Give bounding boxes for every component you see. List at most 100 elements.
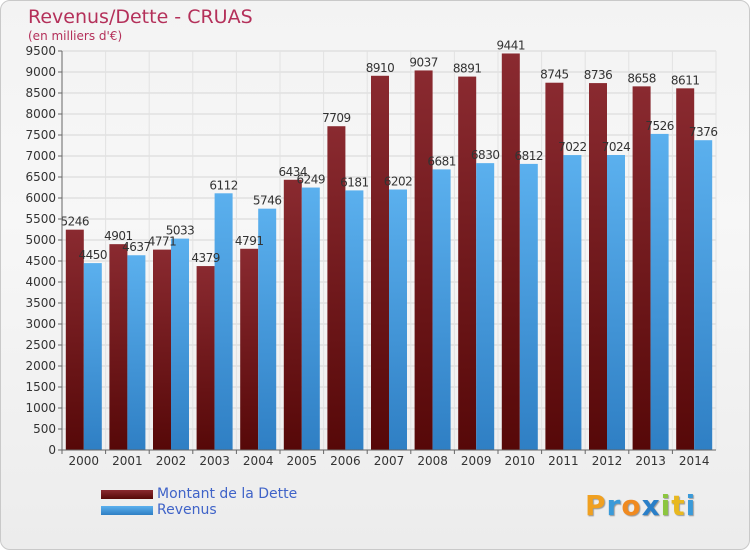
y-tick-label: 5000 (25, 233, 56, 247)
bar-revenus-2014 (694, 140, 713, 450)
y-tick-label: 5500 (25, 212, 56, 226)
value-label-dette-2008: 9037 (409, 55, 438, 69)
value-label-dette-2013: 8658 (627, 71, 656, 85)
bar-dette-2007 (371, 75, 389, 450)
y-tick-label: 1500 (25, 380, 56, 394)
value-label-dette-2000: 5246 (61, 215, 90, 229)
x-axis-ticks: 2000 2001 2002 2003 2004 2005 2006 2007 2008 2009… (61, 450, 710, 468)
bar-revenus-2002 (171, 238, 189, 450)
bar-dette-2009 (458, 76, 477, 450)
x-tick-label: 2009 (461, 454, 492, 468)
value-label-dette-2014: 8611 (671, 73, 700, 87)
x-tick-label: 2001 (112, 454, 143, 468)
value-label-dette-2004: 4791 (235, 234, 264, 248)
y-tick-label: 1000 (25, 401, 56, 415)
value-label-revenus-2002: 5033 (166, 224, 195, 238)
value-label-revenus-2006: 6181 (340, 175, 369, 189)
y-axis-ticks: 0 500 1000 1500 2000 2500 3000 3500 4000 4500 5000… (25, 44, 62, 457)
y-tick-label: 3500 (25, 296, 56, 310)
x-tick-label: 2004 (243, 454, 274, 468)
bar-dette-2012 (589, 83, 607, 450)
bar-dette-2013 (632, 86, 651, 450)
bar-revenus-2000 (83, 263, 102, 450)
bar-revenus-2013 (650, 133, 669, 450)
value-label-dette-2003: 4379 (191, 251, 220, 265)
y-tick-label: 9500 (25, 44, 56, 58)
value-label-revenus-2013: 7526 (645, 119, 674, 133)
x-tick-label: 2011 (548, 454, 579, 468)
legend-swatch-revenus (101, 506, 153, 515)
y-tick-label: 2000 (25, 359, 56, 373)
bar-revenus-2007 (389, 189, 407, 451)
chart-title: Revenus/Dette - CRUAS (28, 6, 253, 28)
x-tick-label: 2013 (635, 454, 666, 468)
y-tick-label: 7000 (25, 149, 56, 163)
y-tick-label: 2500 (25, 338, 56, 352)
value-label-revenus-2001: 4637 (122, 240, 151, 254)
value-label-revenus-2009: 6830 (471, 148, 500, 162)
y-tick-label: 4500 (25, 254, 56, 268)
value-label-dette-2012: 8736 (584, 68, 613, 82)
legend-swatch-dette (101, 490, 153, 499)
value-label-revenus-2004: 5746 (253, 194, 282, 208)
x-tick-label: 2014 (679, 454, 710, 468)
bar-dette-2000 (65, 229, 84, 450)
bar-dette-2014 (676, 88, 695, 450)
bar-dette-2002 (153, 249, 171, 450)
chart-subtitle: (en milliers d'€) (28, 29, 123, 43)
y-tick-label: 8500 (25, 86, 56, 100)
value-label-dette-2011: 8745 (540, 68, 569, 82)
x-tick-label: 2000 (69, 454, 100, 468)
legend-label-dette: Montant de la Dette (157, 486, 298, 502)
bar-revenus-2006 (345, 190, 364, 450)
value-label-revenus-2010: 6812 (515, 149, 544, 163)
x-tick-label: 2010 (505, 454, 536, 468)
value-label-dette-2007: 8910 (366, 61, 395, 75)
bar-dette-2011 (545, 82, 564, 451)
value-label-dette-2006: 7709 (322, 111, 351, 125)
bars (65, 53, 713, 451)
value-label-dette-2009: 8891 (453, 62, 482, 76)
bar-revenus-2011 (563, 155, 582, 451)
y-tick-label: 6500 (25, 170, 56, 184)
bar-dette-2003 (196, 266, 215, 450)
bar-revenus-2004 (258, 208, 277, 450)
bar-revenus-2005 (301, 187, 320, 451)
proxiti-logo: Proxiti (585, 489, 697, 522)
bar-dette-2006 (327, 126, 346, 451)
y-tick-label: 8000 (25, 107, 56, 121)
value-label-revenus-2000: 4450 (79, 248, 108, 262)
bar-dette-2005 (283, 179, 302, 450)
value-label-dette-2002: 4771 (148, 235, 177, 249)
bar-revenus-2012 (607, 154, 625, 450)
value-label-revenus-2003: 6112 (209, 178, 238, 192)
y-tick-label: 4000 (25, 275, 56, 289)
value-label-dette-2010: 9441 (497, 38, 526, 52)
value-label-dette-2001: 4901 (104, 229, 133, 243)
x-tick-label: 2007 (374, 454, 405, 468)
bar-revenus-2010 (519, 163, 538, 450)
y-tick-label: 500 (33, 422, 56, 436)
bar-dette-2001 (109, 244, 128, 450)
value-label-revenus-2014: 7376 (689, 125, 718, 139)
bar-revenus-2003 (214, 193, 233, 450)
value-label-dette-2005: 6434 (279, 165, 308, 179)
legend-label-revenus: Revenus (157, 502, 217, 518)
bar-dette-2004 (240, 248, 259, 450)
y-tick-label: 0 (48, 443, 56, 457)
value-label-revenus-2005: 6249 (297, 173, 326, 187)
axes (61, 51, 716, 451)
y-tick-label: 9000 (25, 65, 56, 79)
x-tick-label: 2005 (287, 454, 318, 468)
value-label-revenus-2007: 6202 (384, 175, 413, 189)
x-tick-label: 2012 (592, 454, 623, 468)
value-label-revenus-2012: 7024 (602, 140, 631, 154)
value-label-revenus-2008: 6681 (427, 154, 456, 168)
x-tick-label: 2003 (199, 454, 230, 468)
y-tick-label: 3000 (25, 317, 56, 331)
bar-revenus-2001 (127, 255, 146, 450)
y-tick-label: 6000 (25, 191, 56, 205)
